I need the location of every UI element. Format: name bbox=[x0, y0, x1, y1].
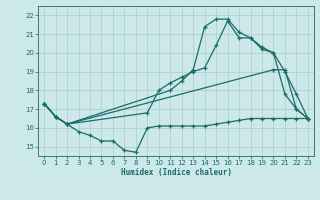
X-axis label: Humidex (Indice chaleur): Humidex (Indice chaleur) bbox=[121, 168, 231, 177]
